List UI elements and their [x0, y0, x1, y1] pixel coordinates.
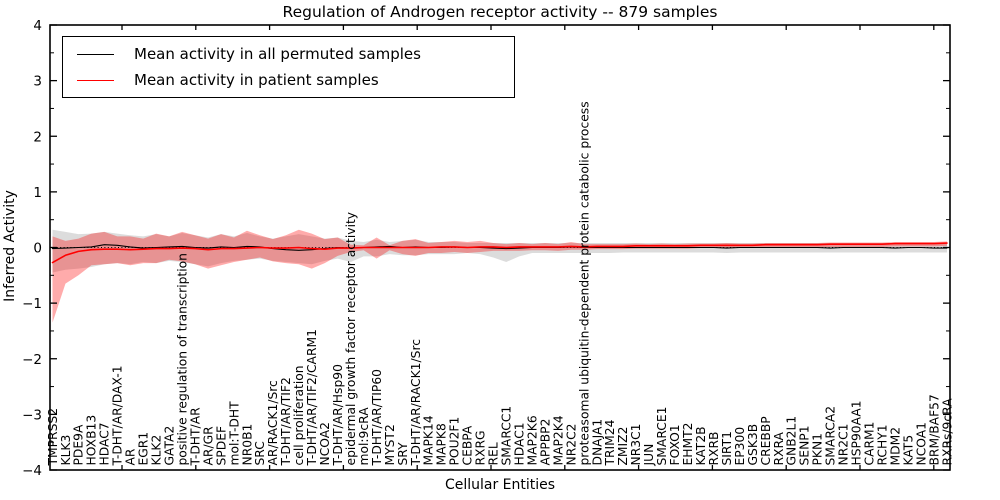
x-tick-label: cell proliferation — [292, 365, 306, 465]
x-tick-label: GSK3B — [746, 424, 760, 466]
x-tick-label: AR/GR — [201, 426, 215, 466]
x-tick-label: PDE9A — [72, 424, 86, 465]
x-tick-label: T-DHT/AR — [188, 407, 202, 467]
x-tick-label: proteasomal ubiquitin-dependent protein … — [577, 101, 591, 465]
permuted-range-band — [52, 229, 947, 273]
x-tick-label: positive regulation of transcription — [175, 253, 189, 465]
y-axis-label: Inferred Activity — [2, 190, 18, 302]
legend-label-patient: Mean activity in patient samples — [134, 71, 379, 89]
x-tick-label: KAT5 — [901, 435, 915, 466]
x-tick-label: RXRG — [474, 430, 488, 465]
x-tick-label: MAP2K4 — [551, 415, 565, 465]
x-tick-label: T-DHT/AR/TIF2 — [279, 377, 293, 466]
x-tick-label: epidermal growth factor receptor activit… — [344, 212, 358, 466]
patient-mean-line — [51, 242, 948, 264]
legend-item-permuted: Mean activity in all permuted samples — [77, 45, 514, 63]
x-tick-label: T-DHT/AR/TIP60 — [370, 369, 384, 467]
x-tick-label: SRC — [253, 441, 267, 465]
y-tick-label: 0 — [33, 241, 42, 257]
x-tick-label: NR2C2 — [564, 424, 578, 466]
x-tick-label: NR3C1 — [629, 424, 643, 466]
x-tick-label: MDM2 — [888, 427, 902, 466]
y-tick-label: −2 — [22, 352, 42, 368]
x-tick-label: SMARCC1 — [500, 406, 514, 466]
x-tick-label: BRM/BAF57 — [927, 394, 941, 465]
x-tick-label: JUN — [642, 444, 656, 467]
x-tick-label: HSP90AA1 — [850, 400, 864, 465]
x-tick-label: NCOA2 — [318, 422, 332, 465]
x-tick-label: RXRA — [772, 431, 786, 465]
x-tick-label: T-DHT/AR/TIF2/CARM1 — [305, 329, 319, 466]
x-tick-label: KLK3 — [59, 435, 73, 466]
x-tick-label: POU2F1 — [448, 417, 462, 466]
x-tick-label: MAP2K6 — [526, 415, 540, 465]
y-tick-label: −1 — [22, 296, 42, 312]
x-tick-label: ZMIZ2 — [616, 427, 630, 466]
x-tick-label: SPDEF — [214, 426, 228, 466]
y-tick-label: 3 — [33, 74, 42, 90]
x-tick-label: T-DHT/AR/Hsp90 — [331, 364, 345, 466]
x-tick-label: NR2C1 — [837, 424, 851, 466]
x-tick-label: PKN1 — [811, 433, 825, 466]
chart-title: Regulation of Androgen receptor activity… — [282, 3, 718, 21]
x-tick-label: TRIM24 — [603, 419, 617, 466]
y-tick-label: −3 — [22, 407, 42, 423]
x-tick-label: EP300 — [733, 427, 747, 466]
x-tick-label: HDAC1 — [513, 422, 527, 465]
x-tick-label: AR/RACK1/Src — [266, 380, 280, 465]
x-tick-label: mol:T-DHT — [227, 401, 241, 466]
x-tick-label: HDAC7 — [98, 422, 112, 465]
x-tick-label: FOXO1 — [668, 424, 682, 465]
x-tick-label: SMARCA2 — [824, 406, 838, 466]
x-tick-label: CREBBP — [759, 416, 773, 465]
x-tick-label: RXRs/9cRA — [940, 398, 954, 466]
x-tick-label: T-DHT/AR/DAX-1 — [111, 365, 125, 466]
x-tick-label: DNAJA1 — [590, 419, 604, 466]
x-axis-label: Cellular Entities — [444, 477, 556, 493]
y-tick-label: 2 — [33, 129, 42, 145]
x-tick-label: KAT2B — [694, 426, 708, 465]
x-tick-label: SRY — [396, 442, 410, 466]
x-tick-label: EHMT2 — [681, 423, 695, 466]
x-tick-label: REL — [487, 442, 501, 465]
legend-label-permuted: Mean activity in all permuted samples — [134, 45, 421, 63]
x-tick-label: NCOA1 — [914, 422, 928, 465]
x-tick-label: mol:9cRA — [357, 407, 371, 466]
x-tick-label: AR — [124, 448, 138, 465]
x-tick-label: T-DHT/AR/RACK1/Src — [409, 339, 423, 467]
x-tick-label: TMPRSS2 — [46, 408, 60, 467]
x-tick-label: KLK2 — [150, 435, 164, 466]
x-tick-label: GATA2 — [163, 426, 177, 466]
x-tick-label: RXRB — [707, 432, 721, 466]
x-tick-label: RCHY1 — [876, 424, 890, 465]
y-tick-label: 1 — [33, 185, 42, 201]
patient-line-swatch — [77, 79, 114, 81]
x-tick-label: SENP1 — [798, 425, 812, 465]
x-tick-label: MAPK14 — [422, 415, 436, 465]
x-tick-label: MAPK8 — [435, 423, 449, 465]
x-tick-label: SIRT1 — [720, 431, 734, 465]
permuted-line-swatch — [77, 53, 114, 55]
y-tick-label: −4 — [22, 463, 42, 479]
x-tick-label: CARM1 — [863, 422, 877, 466]
permuted-mean-line — [51, 244, 948, 251]
x-tick-label: SMARCE1 — [655, 407, 669, 466]
legend-box: Mean activity in all permuted samples Me… — [62, 36, 515, 98]
x-tick-label: MYST2 — [383, 424, 397, 465]
x-tick-label: GNB2L1 — [785, 416, 799, 466]
x-tick-label: APPBP2 — [538, 419, 552, 466]
x-tick-label: NR0B1 — [240, 424, 254, 466]
legend-item-patient: Mean activity in patient samples — [77, 71, 514, 89]
x-tick-label: CEBPA — [461, 425, 475, 465]
x-tick-label: HOXB13 — [85, 415, 99, 466]
y-tick-label: 4 — [33, 18, 42, 34]
patient-range-band — [52, 229, 947, 323]
x-tick-label: EGR1 — [137, 432, 151, 466]
